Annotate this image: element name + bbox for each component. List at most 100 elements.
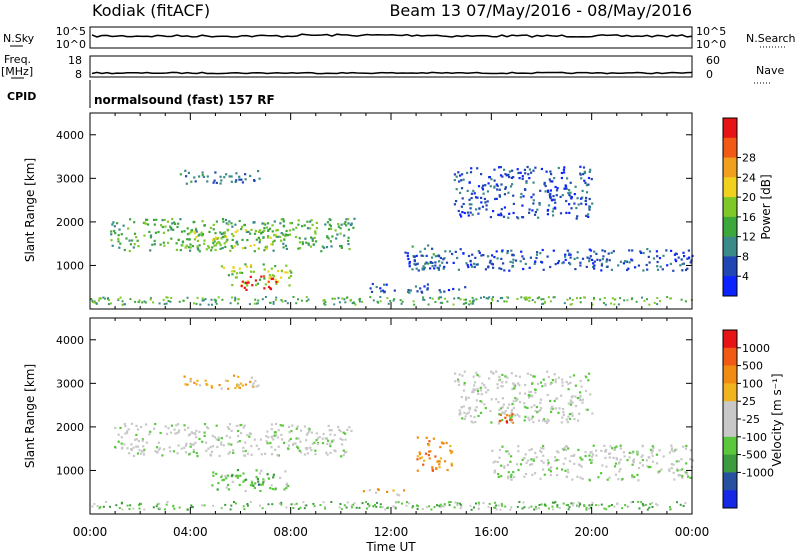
velocity-data-pixel xyxy=(504,375,507,378)
power-data-pixel xyxy=(489,259,492,262)
power-data-pixel xyxy=(493,185,496,188)
power-data-pixel xyxy=(276,229,279,232)
velocity-data-pixel xyxy=(178,506,181,509)
power-data-pixel xyxy=(361,300,364,303)
power-data-pixel xyxy=(533,262,536,265)
power-data-pixel xyxy=(408,262,411,265)
power-data-pixel xyxy=(272,275,276,278)
power-data-pixel xyxy=(315,240,318,243)
velocity-data-pixel xyxy=(210,386,214,389)
power-data-pixel xyxy=(241,181,244,184)
power-data-pixel xyxy=(673,253,676,256)
power-colorbar-tick-label: 12 xyxy=(742,231,756,244)
velocity-data-pixel xyxy=(257,384,260,387)
freq-strip: Freq. [MHz] 18 8 60 0 Nave xyxy=(1,53,784,84)
velocity-data-pixel xyxy=(525,472,528,476)
power-data-pixel xyxy=(271,240,275,243)
power-data-pixel xyxy=(233,245,236,248)
velocity-data-pixel xyxy=(509,418,512,421)
velocity-data-pixel xyxy=(346,428,349,431)
velocity-data-pixel xyxy=(422,463,425,466)
velocity-data-pixel xyxy=(516,505,519,508)
power-data-pixel xyxy=(568,252,571,255)
velocity-data-pixel xyxy=(607,452,611,455)
power-data-pixel xyxy=(542,298,545,301)
velocity-data-pixel xyxy=(584,389,588,393)
velocity-data-pixel xyxy=(505,421,509,424)
power-data-pixel xyxy=(646,248,649,251)
power-data-pixel xyxy=(195,302,198,305)
power-data-pixel xyxy=(117,234,120,237)
power-data-pixel xyxy=(245,230,248,233)
power-data-pixel xyxy=(473,265,476,269)
velocity-data-pixel xyxy=(605,465,608,468)
power-data-pixel xyxy=(446,300,449,303)
power-data-pixel xyxy=(213,179,216,182)
power-data-pixel xyxy=(337,223,340,226)
velocity-data-pixel xyxy=(622,451,625,454)
velocity-data-pixel xyxy=(565,380,568,384)
velocity-data-pixel xyxy=(242,505,245,508)
power-data-pixel xyxy=(555,189,559,192)
power-data-pixel xyxy=(422,254,425,257)
power-data-pixel xyxy=(589,168,592,171)
velocity-data-pixel xyxy=(530,448,533,451)
velocity-data-pixel xyxy=(523,457,526,460)
power-data-pixel xyxy=(196,245,199,248)
velocity-data-pixel xyxy=(259,504,261,507)
velocity-data-pixel xyxy=(241,384,244,387)
power-data-pixel xyxy=(214,237,217,240)
velocity-data-pixel xyxy=(670,467,673,470)
power-data-pixel xyxy=(379,287,382,290)
power-data-pixel xyxy=(257,236,261,239)
velocity-data-pixel xyxy=(220,437,223,440)
power-data-pixel xyxy=(117,240,120,243)
velocity-data-pixel xyxy=(265,435,268,438)
power-data-pixel xyxy=(411,268,414,271)
velocity-data-pixel xyxy=(631,476,634,479)
velocity-data-pixel xyxy=(276,436,279,439)
power-data-pixel xyxy=(358,300,361,303)
power-data-pixel xyxy=(458,288,461,291)
velocity-data-pixel xyxy=(595,454,598,457)
power-data-pixel xyxy=(188,232,191,235)
velocity-data-pixel xyxy=(227,387,230,390)
power-data-pixel xyxy=(91,299,94,302)
velocity-data-pixel xyxy=(651,449,654,452)
power-data-pixel xyxy=(305,300,308,303)
power-data-pixel xyxy=(413,303,416,306)
velocity-data-pixel xyxy=(236,476,239,479)
power-data-pixel xyxy=(258,229,262,232)
power-colorbar-segments xyxy=(723,118,737,297)
power-data-pixel xyxy=(311,237,314,240)
power-data-pixel xyxy=(244,246,247,249)
power-data-pixel xyxy=(236,229,239,232)
velocity-data-pixel xyxy=(243,424,246,427)
power-data-pixel xyxy=(471,296,474,299)
power-data-pixel xyxy=(601,258,604,261)
power-data-pixel xyxy=(486,190,489,193)
velocity-data-pixel xyxy=(500,385,503,388)
power-data-pixel xyxy=(426,283,429,286)
power-data-pixel xyxy=(482,192,485,195)
power-data-pixel xyxy=(298,237,301,240)
velocity-data-pixel xyxy=(238,483,241,487)
velocity-data-pixel xyxy=(454,380,457,383)
power-data-pixel xyxy=(323,246,326,249)
velocity-data-pixel xyxy=(211,445,215,448)
power-data-pixel xyxy=(102,296,105,299)
velocity-data-pixel xyxy=(554,380,557,384)
power-data-pixel xyxy=(443,265,446,268)
power-data-pixel xyxy=(570,207,573,210)
power-data-pixel xyxy=(183,230,186,233)
velocity-data-pixel xyxy=(679,503,682,506)
nsky-frame xyxy=(89,26,693,49)
velocity-data-pixel xyxy=(591,455,594,458)
power-data-pixel xyxy=(574,268,577,271)
velocity-data-pixel xyxy=(242,472,245,475)
power-data-pixel xyxy=(261,222,264,225)
velocity-data-pixel xyxy=(646,508,649,511)
velocity-data-pixel xyxy=(381,506,384,509)
